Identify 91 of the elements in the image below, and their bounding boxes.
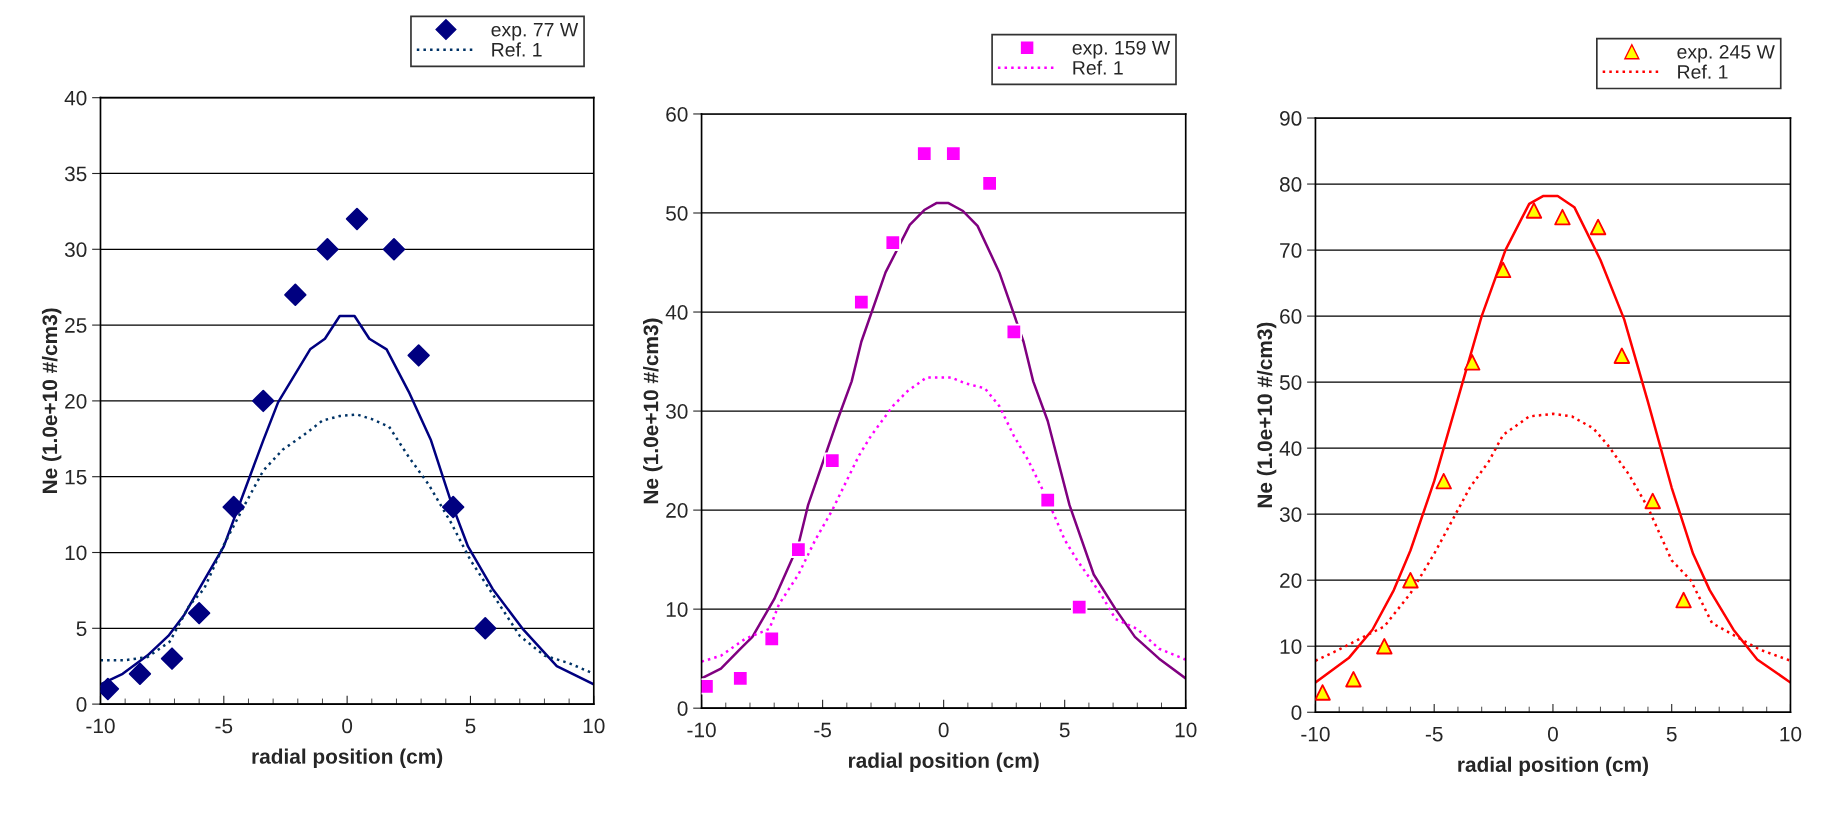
x-tick-label: 5: [465, 718, 476, 734]
point: [1376, 638, 1393, 655]
x-axis-title: radial position (cm): [1458, 756, 1648, 777]
point: [732, 670, 749, 687]
point: [1675, 591, 1692, 609]
x-tick-label: 10: [1175, 722, 1197, 738]
y-axis-title: Ne (1.0e+10 #/cm3): [1256, 322, 1277, 508]
point: [981, 175, 998, 192]
x-tick-label: -10: [86, 718, 115, 734]
y-tick-label: 30: [1279, 507, 1302, 522]
point: [1644, 492, 1661, 510]
point: [824, 452, 841, 469]
y-tick-label: 70: [1280, 243, 1302, 258]
y-tick-label: 40: [64, 90, 87, 106]
legend-label: exp. 245 W: [1677, 44, 1775, 63]
point: [1315, 684, 1331, 701]
x-tick-label: 0: [342, 718, 353, 734]
point: [916, 145, 933, 162]
point: [284, 283, 307, 306]
point: [1345, 671, 1362, 688]
point: [853, 293, 870, 311]
x-tick-label: 10: [583, 718, 605, 734]
y-tick-label: 60: [1280, 309, 1302, 324]
x-tick-label: 0: [938, 722, 949, 738]
y-tick-label: 40: [1279, 441, 1302, 456]
y-tick-label: 50: [1279, 375, 1302, 390]
point: [1525, 202, 1543, 219]
point: [1039, 492, 1056, 509]
x-tick-label: -5: [814, 722, 831, 738]
legend-label: exp. 77 W: [491, 22, 579, 41]
y-tick-label: 50: [666, 206, 688, 221]
point: [407, 344, 430, 367]
point: [763, 630, 780, 648]
y-tick-label: 40: [665, 305, 688, 320]
y-tick-label: 0: [1291, 705, 1302, 720]
legend-label: Ref. 1: [492, 42, 542, 57]
y-tick-label: 20: [65, 393, 87, 409]
line-series: [701, 376, 1186, 663]
point: [252, 389, 275, 413]
y-tick-label: 30: [64, 242, 87, 258]
y-tick-label: 20: [666, 503, 688, 518]
point: [1464, 354, 1481, 371]
y-tick-label: 20: [1280, 573, 1302, 588]
point: [1554, 208, 1571, 226]
y-axis-title: Ne (1.0e+10 #/cm3): [41, 308, 62, 494]
y-tick-label: 10: [666, 602, 688, 617]
point: [160, 647, 184, 670]
y-tick-label: 0: [677, 701, 688, 716]
point: [222, 495, 245, 519]
point: [1005, 323, 1023, 341]
y-axis-title: Ne (1.0e+10 #/cm3): [643, 318, 663, 504]
y-tick-label: 5: [76, 621, 87, 637]
y-tick-label: 10: [1280, 639, 1302, 654]
legend-label: Ref. 1: [1073, 60, 1123, 75]
x-axis-title: radial position (cm): [252, 748, 443, 768]
legend-label: exp. 159 W: [1072, 40, 1171, 59]
point: [1435, 472, 1452, 490]
point: [884, 234, 901, 251]
point: [441, 495, 465, 519]
x-tick-label: -10: [687, 722, 716, 738]
point: [474, 617, 497, 640]
y-tick-label: 25: [65, 318, 87, 333]
x-tick-label: -5: [1425, 726, 1443, 742]
y-tick-label: 90: [1280, 111, 1302, 126]
point: [945, 145, 962, 162]
point: [1402, 572, 1419, 589]
point: [1589, 218, 1607, 236]
point: [187, 601, 211, 625]
y-tick-label: 35: [64, 166, 87, 182]
y-tick-label: 80: [1279, 177, 1302, 192]
y-tick-label: 10: [65, 545, 87, 561]
point: [382, 238, 406, 261]
point: [128, 662, 152, 685]
x-tick-label: -10: [1301, 726, 1330, 742]
x-tick-label: 10: [1780, 726, 1802, 742]
x-tick-label: 0: [1547, 726, 1558, 742]
y-tick-label: 0: [76, 697, 87, 712]
point: [790, 541, 807, 558]
x-tick-label: 5: [1059, 722, 1070, 738]
x-axis-title: radial position (cm): [848, 752, 1039, 773]
y-tick-label: 60: [666, 106, 688, 122]
point: [1071, 598, 1088, 616]
y-tick-label: 15: [65, 469, 87, 485]
y-tick-label: 30: [666, 404, 688, 419]
point: [1494, 261, 1512, 279]
x-tick-label: 5: [1666, 726, 1677, 742]
point: [316, 238, 339, 261]
point: [1613, 347, 1631, 364]
legend-label: Ref. 1: [1678, 64, 1728, 79]
x-tick-label: -5: [215, 718, 233, 734]
point: [345, 207, 369, 231]
